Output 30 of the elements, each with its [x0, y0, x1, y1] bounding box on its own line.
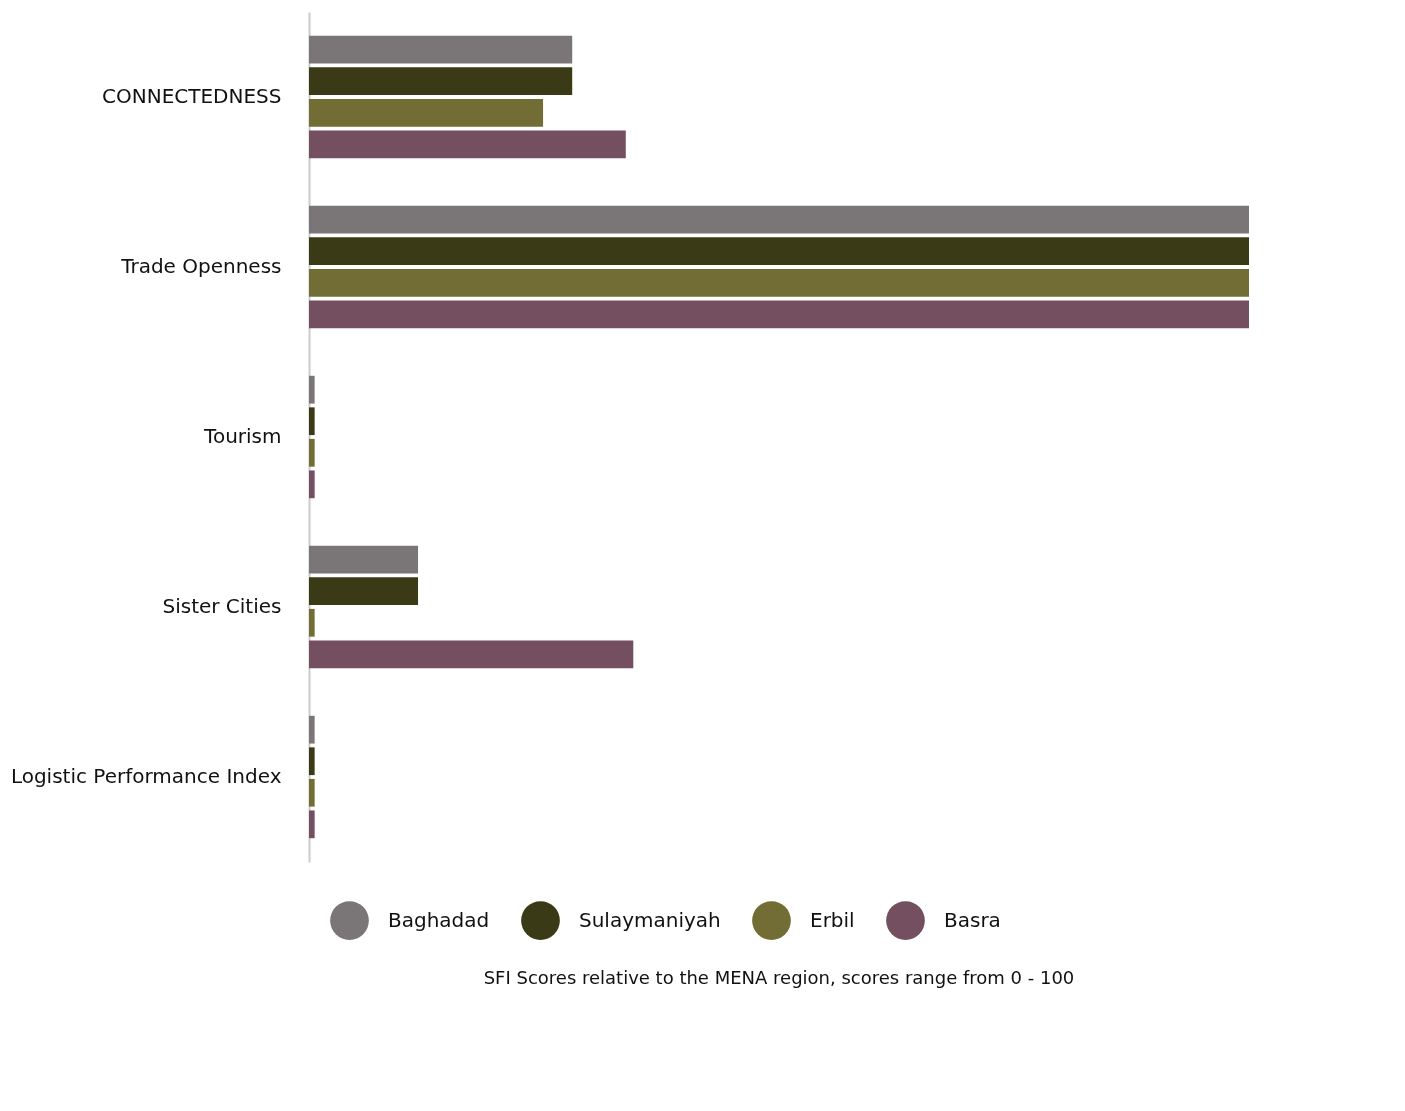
bar: [309, 545, 419, 574]
bar: [309, 810, 315, 839]
bar: [309, 715, 315, 744]
bar: [309, 470, 315, 499]
bar: [309, 67, 573, 96]
y-tick-label: Sister Cities: [162, 594, 282, 618]
bar: [309, 205, 1249, 234]
bar: [309, 438, 315, 467]
bar: [309, 300, 1249, 329]
y-tick-label: Tourism: [203, 424, 282, 448]
bar: [309, 268, 1249, 297]
bar: [309, 237, 1249, 266]
y-tick-label: Logistic Performance Index: [10, 764, 282, 788]
y-tick-label: Trade Openness: [120, 254, 282, 278]
legend-label: Erbil: [810, 907, 855, 932]
bar: [309, 640, 634, 669]
bar: [309, 375, 315, 404]
bar: [309, 747, 315, 776]
bar: [309, 407, 315, 436]
legend-label: Basra: [944, 907, 1001, 932]
bar: [309, 35, 573, 64]
legend-label: Sulaymaniyah: [579, 907, 721, 932]
bar: [309, 98, 544, 127]
bar: [309, 778, 315, 807]
bar: [309, 608, 315, 637]
text: SFI Scores relative to the MENA region, scores range from 0 - 100: [483, 967, 1075, 988]
bar: [309, 577, 419, 606]
y-tick-label: CONNECTEDNESS: [102, 84, 282, 108]
legend-label: Baghadad: [388, 907, 490, 932]
bar: [309, 130, 626, 159]
